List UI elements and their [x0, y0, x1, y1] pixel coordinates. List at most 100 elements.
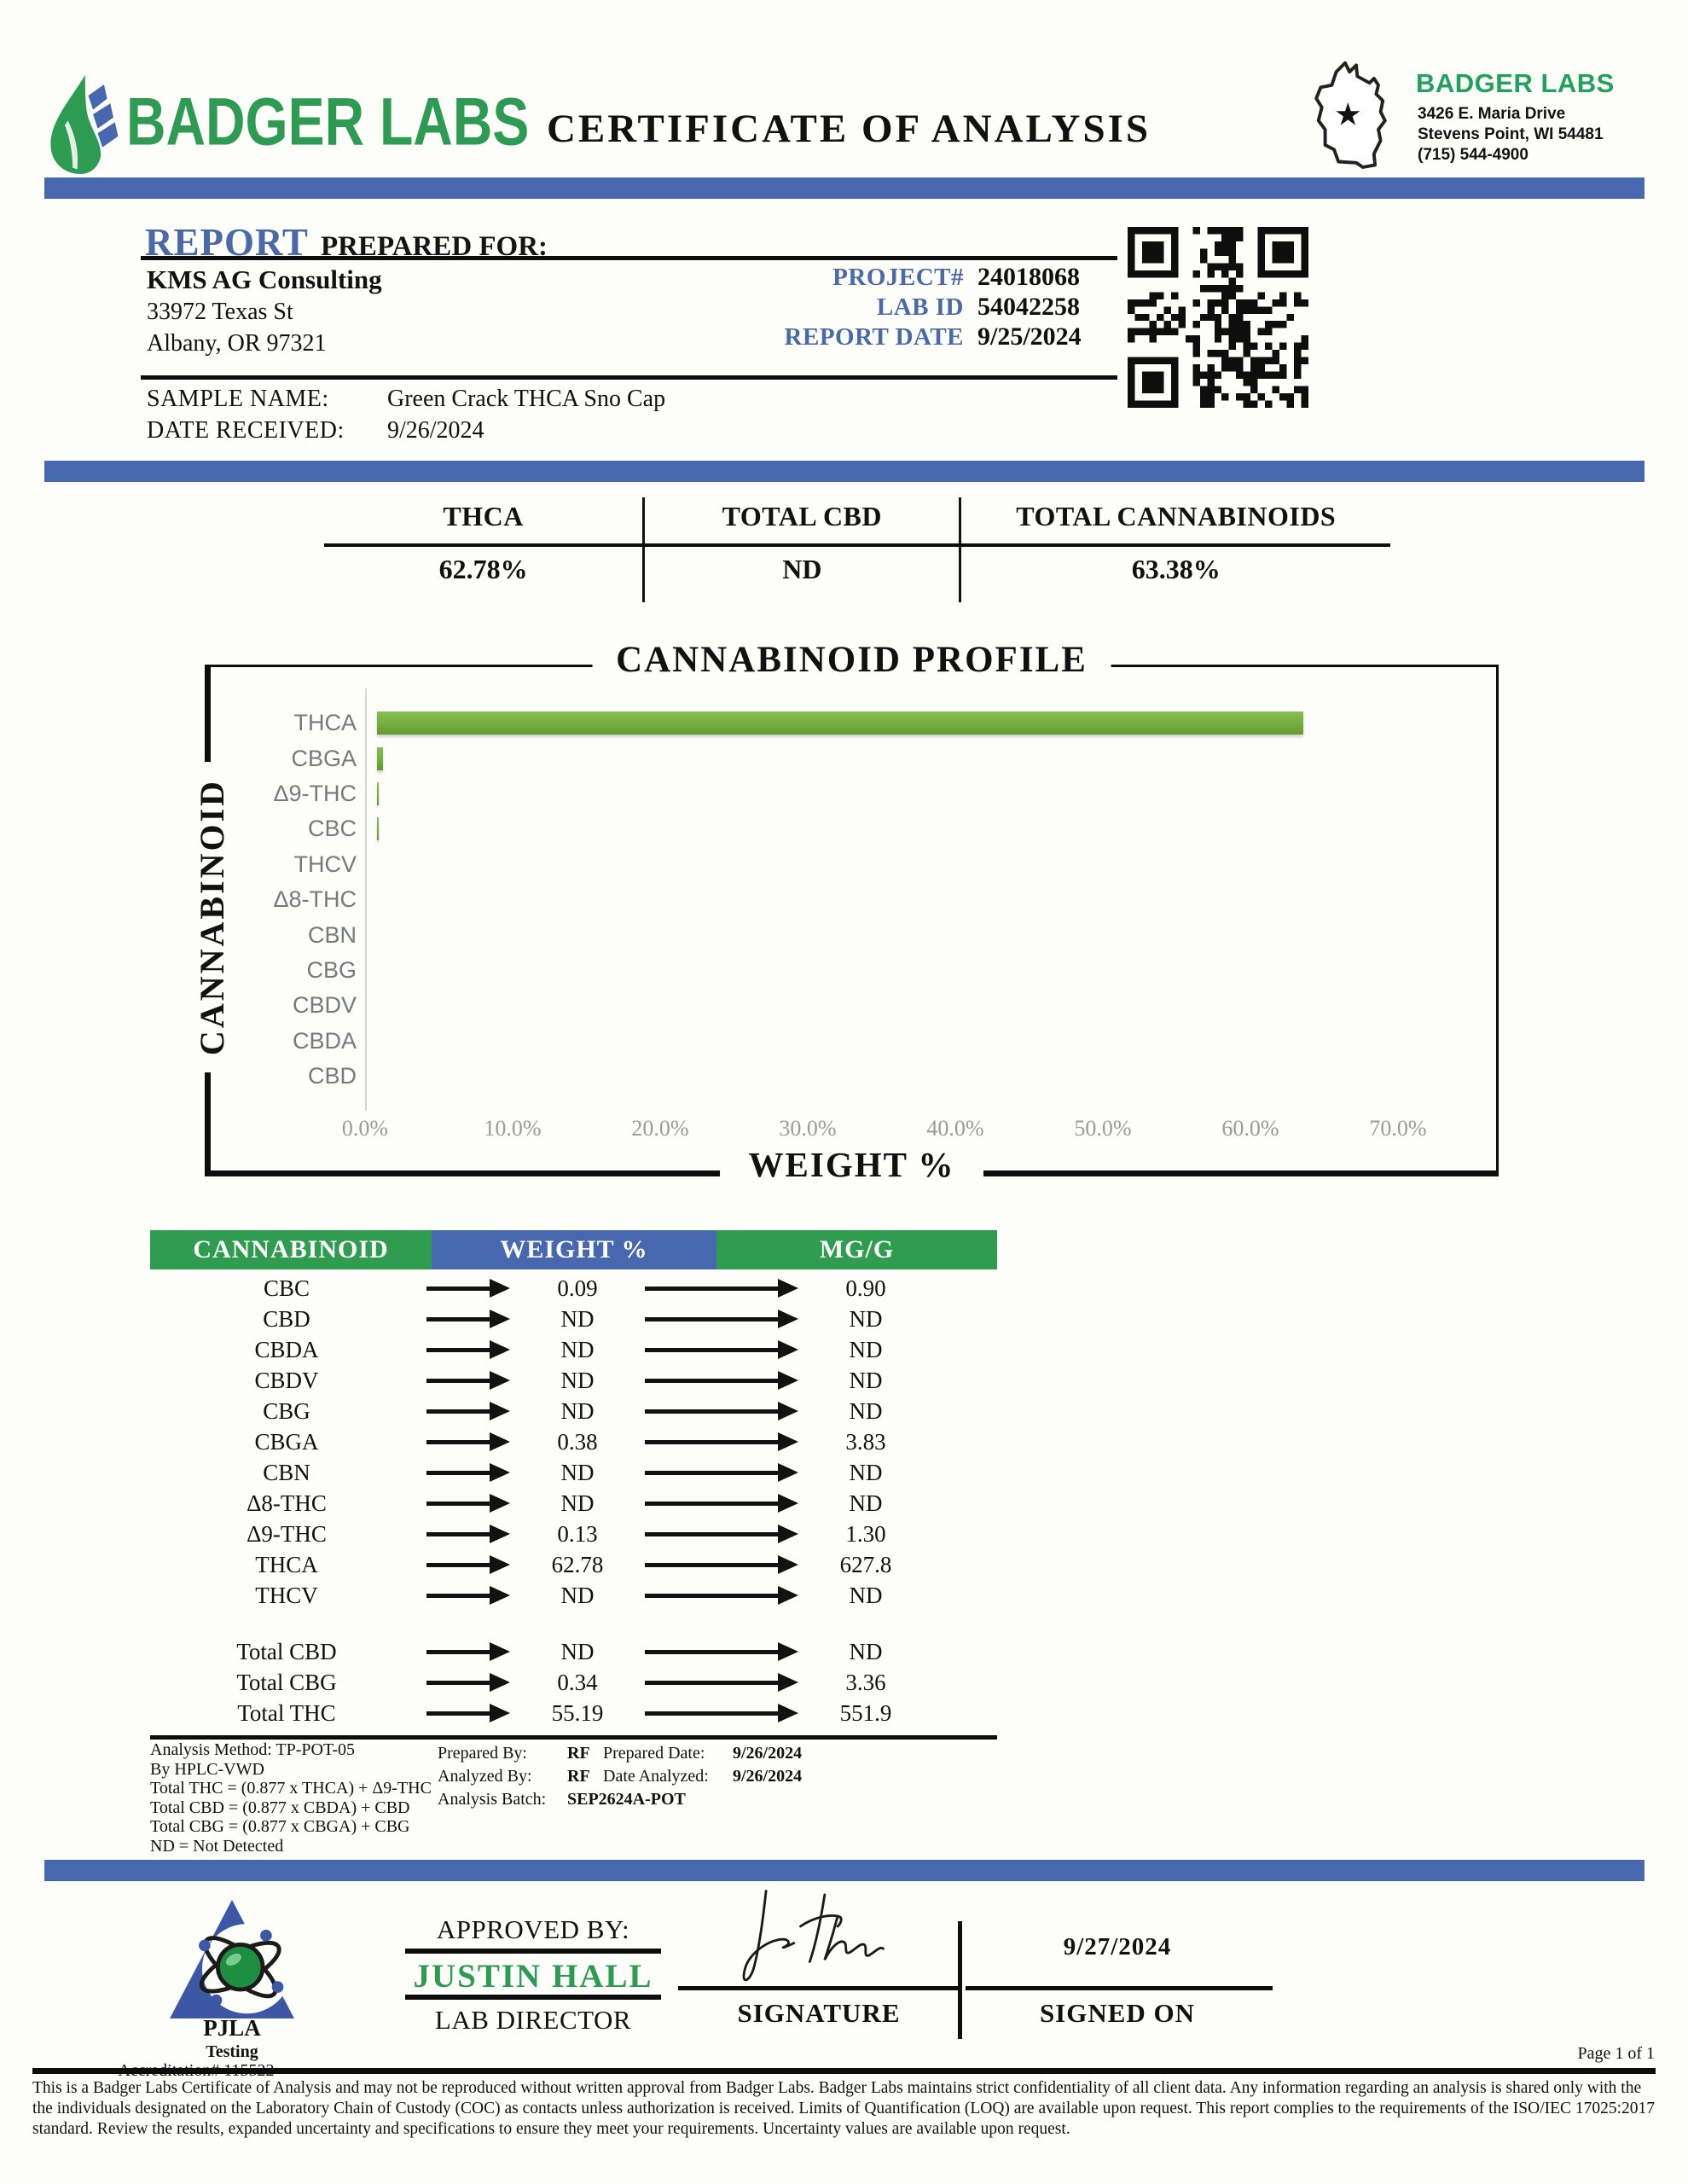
- method-notes: Analysis Method: TP-POT-05 By HPLC-VWD Tot…: [150, 1740, 440, 1856]
- chart-bar-track: [367, 817, 1450, 841]
- arrow-icon: [645, 1494, 798, 1513]
- chart-x-tick: 0.0%: [341, 1116, 389, 1141]
- wisconsin-map-icon: ★: [1314, 61, 1387, 169]
- signature-label: SIGNATURE: [737, 1998, 901, 2028]
- footnote-value: 9/26/2024: [733, 1767, 803, 1786]
- divider-bar-sample: [44, 461, 1644, 482]
- row-cannabinoid: CBDA: [254, 1336, 319, 1362]
- footnote-label: Analyzed By:: [438, 1767, 532, 1786]
- arrow-icon: [426, 1642, 510, 1661]
- chart-bar-track: [367, 712, 1450, 735]
- row-weight: 62.78: [551, 1551, 604, 1577]
- header-mgg: MG/G: [716, 1230, 997, 1269]
- row-weight: ND: [560, 1459, 595, 1485]
- sample-name-row: SAMPLE NAME: Green Crack THCA Sno Cap: [147, 386, 665, 413]
- pjla-accreditation-logo: [170, 1899, 294, 2019]
- row-weight: ND: [560, 1305, 595, 1332]
- chart-category-label: THCV: [293, 851, 357, 877]
- arrow-icon: [426, 1494, 510, 1513]
- prepared-date-block: Prepared Date: 9/26/2024 Date Analyzed: 9/2…: [603, 1742, 802, 1788]
- row-weight: ND: [560, 1397, 595, 1424]
- badge-address-line1: 3426 E. Maria Drive: [1418, 105, 1566, 123]
- client-address-line2: Albany, OR 97321: [147, 330, 327, 357]
- page-number: Page 1 of 1: [1577, 2044, 1655, 2063]
- chart-x-tick: 60.0%: [1221, 1116, 1279, 1141]
- signature-line: [678, 1986, 960, 1990]
- method-note-line: Analysis Method: TP-POT-05: [150, 1740, 356, 1759]
- row-mgg: ND: [849, 1397, 883, 1424]
- chart-bar: [377, 781, 380, 805]
- chart-zero-axis-line: [365, 688, 367, 1111]
- row-cannabinoid: CBDV: [254, 1367, 319, 1393]
- table-row: CBDV ND ND: [150, 1365, 997, 1396]
- signed-line: [966, 1986, 1273, 1990]
- row-mgg: ND: [849, 1490, 883, 1516]
- qr-code: [1128, 227, 1308, 408]
- arrow-icon: [426, 1586, 510, 1605]
- brand-wordmark: BADGER LABS: [126, 84, 530, 160]
- summary-underline: [324, 543, 1390, 547]
- chart-category-label: CBDV: [292, 992, 357, 1019]
- row-cannabinoid: THCA: [255, 1551, 318, 1577]
- client-name: KMS AG Consulting: [147, 264, 382, 294]
- footnote-value: SEP2624A-POT: [567, 1790, 686, 1809]
- footer-rule: [32, 2068, 1656, 2074]
- table-row: Total CBG 0.34 3.36: [150, 1667, 997, 1698]
- chart-category-label: THCA: [293, 710, 357, 736]
- footnote-row: Prepared Date: 9/26/2024: [603, 1742, 802, 1765]
- results-table-header: CANNABINOID WEIGHT % MG/G: [150, 1230, 997, 1269]
- row-weight: 0.13: [557, 1520, 598, 1547]
- chart-row: CBN: [205, 917, 1450, 952]
- meta-row-labid: LAB ID 54042258: [597, 293, 1109, 322]
- table-bottom-rule: [150, 1735, 997, 1740]
- table-row: CBDA ND ND: [150, 1334, 997, 1365]
- arrow-icon: [426, 1673, 510, 1692]
- row-cannabinoid: CBC: [263, 1275, 310, 1301]
- row-weight: 0.09: [557, 1275, 598, 1301]
- row-weight: ND: [560, 1336, 595, 1362]
- approved-rule-top: [405, 1949, 661, 1954]
- divider-bar-top: [44, 177, 1644, 199]
- approver-role-block: LAB DIRECTOR: [405, 2005, 661, 2036]
- sample-name-label: SAMPLE NAME:: [147, 386, 329, 412]
- table-row: CBG ND ND: [150, 1396, 997, 1426]
- row-cannabinoid: Total CBD: [236, 1638, 337, 1664]
- badge-phone: (715) 544-4900: [1418, 146, 1528, 164]
- chart-category-label: Δ9-THC: [273, 780, 357, 806]
- summary-cell-totalcannabinoids: TOTAL CANNABINOIDS 63.38%: [961, 497, 1390, 602]
- arrow-icon: [645, 1525, 798, 1543]
- page-title: CERTIFICATE OF ANALYSIS: [546, 107, 1151, 151]
- method-note-line: Total CBG = (0.877 x CBGA) + CBG: [150, 1817, 410, 1836]
- arrow-icon: [426, 1525, 510, 1543]
- row-cannabinoid: Total CBG: [236, 1669, 337, 1695]
- row-weight: 0.34: [557, 1669, 598, 1695]
- row-cannabinoid: CBN: [263, 1459, 310, 1485]
- table-row: CBC 0.09 0.90: [150, 1273, 997, 1304]
- row-mgg: ND: [849, 1336, 883, 1362]
- arrow-icon: [645, 1310, 798, 1328]
- date-received-row: DATE RECEIVED: 9/26/2024: [147, 417, 484, 444]
- arrow-icon: [645, 1279, 798, 1298]
- table-row: THCA 62.78 627.8: [150, 1549, 997, 1580]
- row-mgg: 3.36: [845, 1669, 886, 1695]
- row-weight: ND: [560, 1367, 595, 1393]
- arrow-icon: [426, 1310, 510, 1328]
- signed-on-label: SIGNED ON: [1039, 1998, 1196, 2028]
- signed-divider-vertical: [958, 1921, 962, 2039]
- row-cannabinoid: CBG: [263, 1397, 310, 1424]
- rule-report-bottom: [141, 375, 1117, 380]
- row-weight: ND: [560, 1638, 595, 1664]
- pjla-name: PJLA: [203, 2015, 261, 2041]
- footnote-row: Prepared By: RF: [438, 1742, 686, 1765]
- footnote-row: Date Analyzed: 9/26/2024: [603, 1765, 802, 1788]
- method-note-line: Total CBD = (0.877 x CBDA) + CBD: [150, 1798, 410, 1817]
- footnote-value: 9/26/2024: [733, 1744, 803, 1763]
- chart-border-right: [1496, 665, 1499, 1176]
- arrow-icon: [645, 1432, 798, 1451]
- row-weight: 0.38: [557, 1428, 598, 1455]
- row-mgg: ND: [849, 1305, 883, 1332]
- chart-row: THCV: [205, 847, 1450, 882]
- arrow-icon: [645, 1642, 798, 1661]
- labid-value: 54042258: [977, 293, 1080, 321]
- row-mgg: 0.90: [845, 1275, 886, 1301]
